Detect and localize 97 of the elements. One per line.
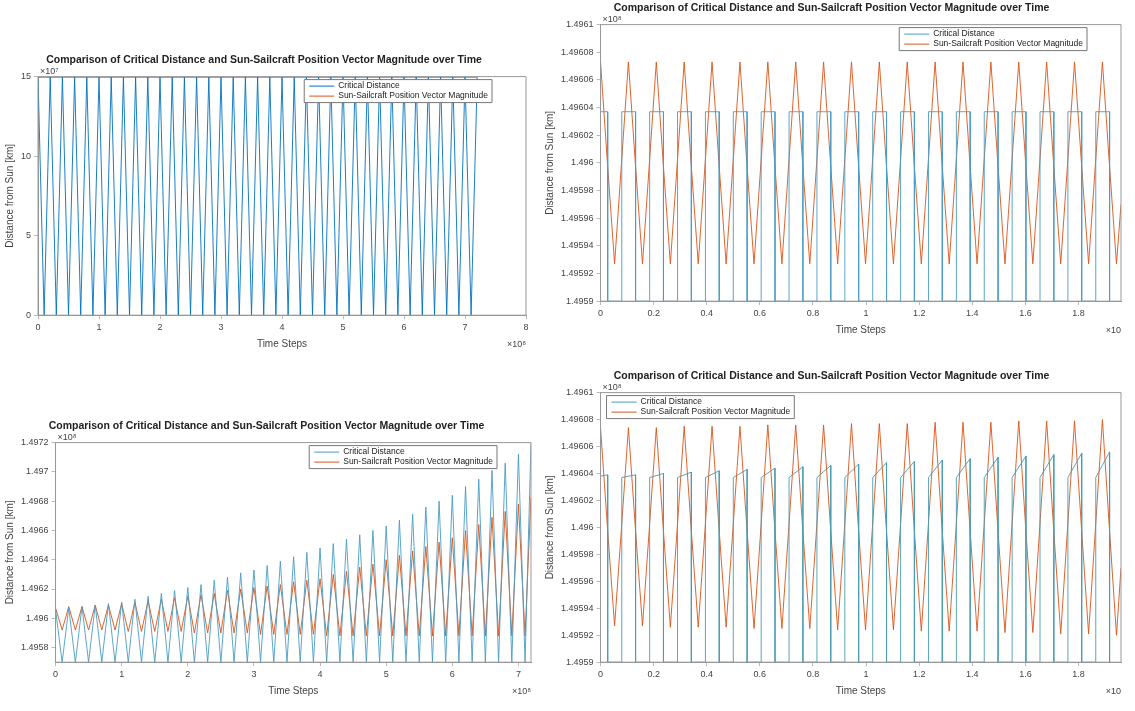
x-tick-label: 8 [523, 322, 529, 333]
y-tick-label: 1.49598 [560, 548, 594, 559]
x-tick-label: 1.4 [966, 308, 979, 319]
text: ×10⁸ [602, 13, 622, 24]
y-tick-label: 1.49592 [560, 629, 594, 640]
y-tick-label: 1.49594 [560, 240, 594, 251]
y-tick-label: 1.4966 [21, 524, 49, 535]
x-tick-label: 1.8 [1072, 308, 1085, 319]
chart-title: Comparison of Critical Distance and Sun-Sailcraft Position Vector Magnitude over Time [46, 53, 482, 66]
text: ×10 [1105, 324, 1121, 335]
y-tick-label: 1.496 [571, 157, 594, 168]
x-axis-title: Time Steps [835, 323, 886, 335]
x-tick-label: 1 [863, 308, 869, 319]
x-axis-title: Time Steps [256, 337, 308, 349]
y-tick-label: 1.496 [571, 521, 594, 532]
x-tick-label: 2 [185, 669, 191, 680]
x-tick-label: 0.6 [753, 669, 767, 680]
legend-label: Sun-Sailcraft Position Vector Magnitude [338, 90, 489, 101]
x-tick-label: 6 [401, 322, 407, 333]
x-tick-label: 1.6 [1019, 308, 1032, 319]
y-tick-label: 1.49598 [560, 185, 594, 196]
x-tick-label: 6 [449, 669, 455, 680]
x-tick-label: 0 [598, 669, 604, 680]
y-axis-title: Distance from Sun [km] [3, 143, 15, 248]
x-tick-label: 0.2 [647, 669, 660, 680]
y-tick-label: 1.497 [26, 466, 49, 477]
chart-title: Comparison of Critical Distance and Sun-Sailcraft Position Vector Magnitude over Time [48, 419, 485, 432]
x-tick-label: 1.4 [966, 669, 979, 680]
legend-label: Sun-Sailcraft Position Vector Magnitude [933, 38, 1084, 49]
x-tick-label: 0.2 [647, 308, 660, 319]
legend-label: Sun-Sailcraft Position Vector Magnitude [343, 456, 494, 467]
y-tick-label: 1.49594 [560, 602, 594, 613]
x-tick-label: 3 [218, 322, 224, 333]
y-tick-label: 1.4959 [566, 295, 594, 306]
y-tick-label: 1.496 [26, 612, 49, 623]
text: ×10⁸ [506, 338, 527, 349]
y-tick-label: 1.49604 [560, 467, 594, 478]
x-tick-label: 0.8 [806, 308, 820, 319]
y-tick-label: 15 [21, 71, 32, 82]
x-tick-label: 0.4 [700, 308, 714, 319]
x-tick-label: 1.2 [912, 669, 926, 680]
text: ×10⁸ [511, 685, 532, 696]
x-tick-label: 1.2 [912, 308, 926, 319]
x-tick-label: 1 [863, 669, 869, 680]
y-tick-label: 1.4962 [21, 583, 49, 594]
y-tick-label: 10 [21, 150, 32, 161]
x-tick-label: 1.6 [1019, 669, 1032, 680]
x-tick-label: 1 [119, 669, 125, 680]
x-tick-label: 0 [53, 669, 59, 680]
y-axis-title: Distance from Sun [km] [543, 475, 555, 580]
y-tick-label: 1.4972 [21, 437, 49, 448]
text: ×10⁷ [40, 65, 59, 76]
y-tick-label: 1.4958 [21, 642, 49, 653]
x-tick-label: 0.4 [700, 669, 714, 680]
chart-title: Comparison of Critical Distance and Sun-Sailcraft Position Vector Magnitude over Time [613, 369, 1050, 382]
x-tick-label: 5 [340, 322, 346, 333]
x-tick-label: 3 [251, 669, 257, 680]
y-axis-title: Distance from Sun [km] [543, 110, 555, 215]
legend-label: Critical Distance [338, 80, 400, 91]
x-tick-label: 7 [462, 322, 468, 333]
x-tick-label: 4 [279, 322, 285, 333]
y-tick-label: 1.49608 [560, 46, 594, 57]
y-tick-label: 1.49602 [560, 494, 594, 505]
y-tick-label: 1.4961 [566, 19, 594, 30]
y-tick-label: 1.49608 [560, 414, 594, 425]
y-tick-label: 5 [26, 230, 32, 241]
legend-label: Sun-Sailcraft Position Vector Magnitude [640, 406, 791, 417]
y-tick-label: 1.4959 [566, 656, 594, 667]
y-tick-label: 1.49596 [560, 212, 594, 223]
text: ×10⁸ [602, 381, 622, 392]
y-tick-label: 1.49592 [560, 268, 594, 279]
legend-label: Critical Distance [933, 28, 995, 39]
y-tick-label: 1.49602 [560, 129, 594, 140]
y-axis-title: Distance from Sun [km] [3, 500, 15, 605]
y-tick-label: 1.4961 [566, 387, 594, 398]
y-tick-label: 1.4968 [21, 495, 49, 506]
x-tick-label: 0.6 [753, 308, 767, 319]
y-tick-label: 1.49604 [560, 102, 594, 113]
x-tick-label: 0 [598, 308, 604, 319]
x-tick-label: 2 [157, 322, 163, 333]
y-tick-label: 1.49596 [560, 575, 594, 586]
chart-title: Comparison of Critical Distance and Sun-Sailcraft Position Vector Magnitude over Time [613, 1, 1050, 14]
y-tick-label: 1.49606 [560, 74, 594, 85]
x-tick-label: 7 [515, 669, 521, 680]
x-axis-title: Time Steps [835, 684, 886, 696]
x-tick-label: 4 [317, 669, 323, 680]
legend-label: Critical Distance [640, 396, 703, 407]
text: ×10 [1105, 685, 1121, 696]
x-axis-title: Time Steps [268, 684, 319, 696]
y-tick-label: 1.4964 [21, 554, 49, 565]
x-tick-label: 0.8 [806, 669, 820, 680]
legend-label: Critical Distance [343, 446, 405, 457]
x-tick-label: 5 [383, 669, 389, 680]
x-tick-label: 1.8 [1072, 669, 1085, 680]
text: ×10⁸ [57, 431, 77, 442]
y-tick-label: 1.49606 [560, 441, 594, 451]
x-tick-label: 1 [96, 322, 102, 333]
